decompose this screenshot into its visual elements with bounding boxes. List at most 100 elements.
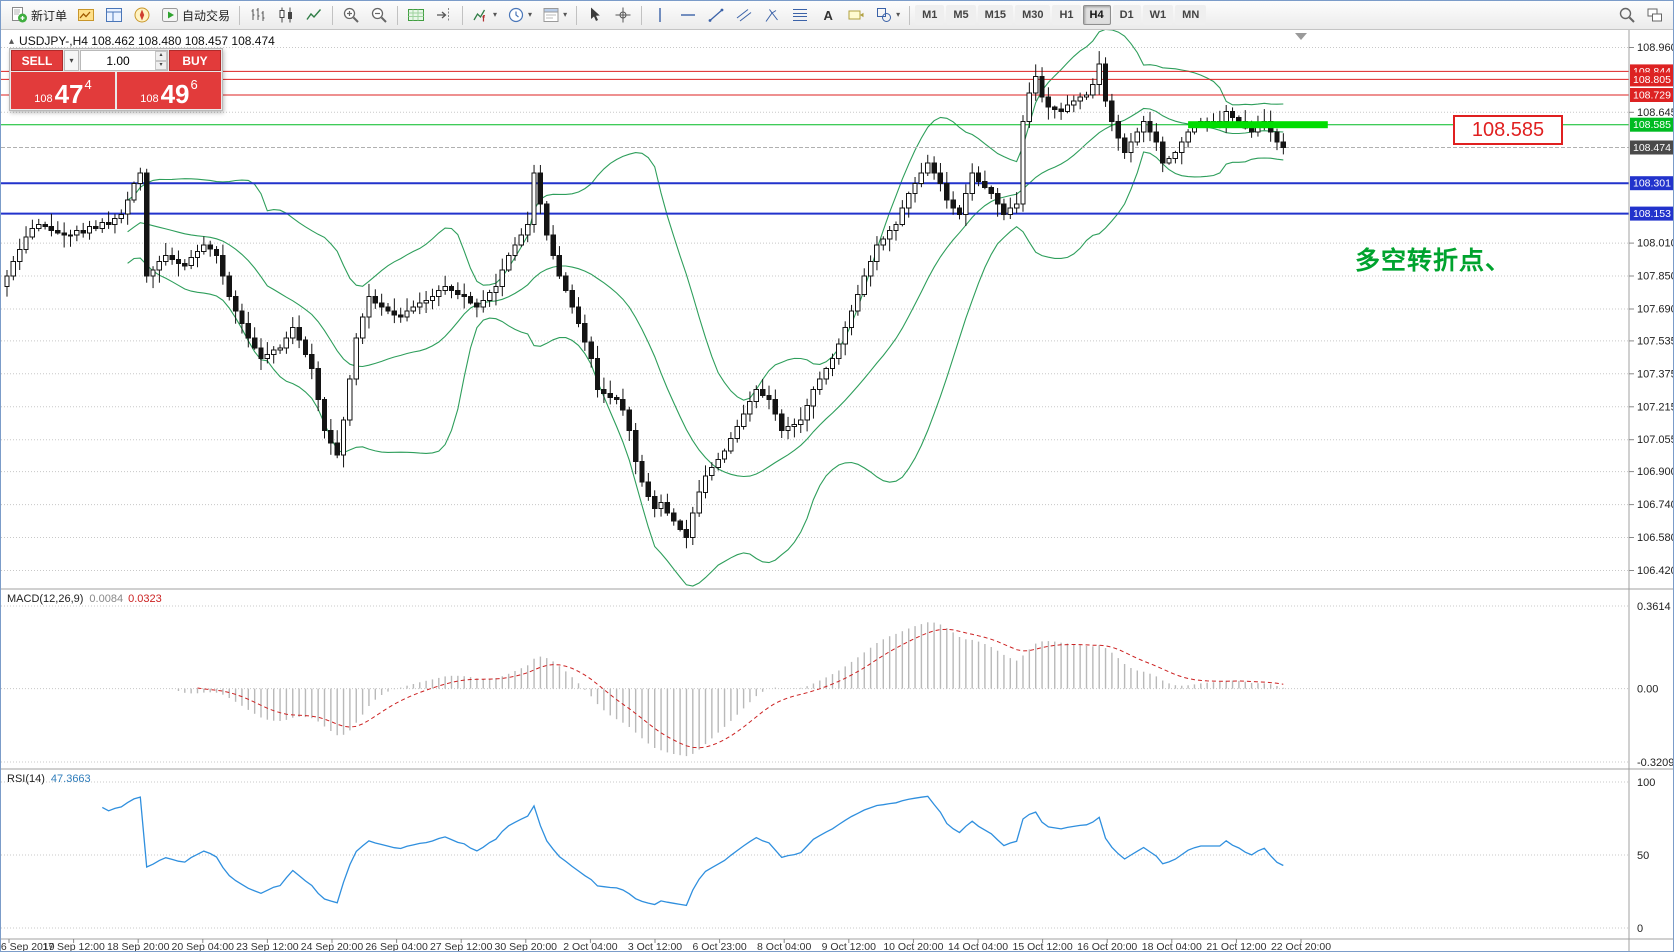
text-icon: A bbox=[824, 8, 834, 23]
timeframe-m15-button[interactable]: M15 bbox=[977, 5, 1014, 25]
new-order-icon bbox=[10, 6, 27, 23]
trendline-icon bbox=[708, 8, 724, 22]
caret-down-icon: ▾ bbox=[69, 56, 74, 65]
svg-text:108.585: 108.585 bbox=[1633, 119, 1671, 131]
buy-button[interactable]: BUY bbox=[169, 50, 221, 71]
svg-text:30 Sep 20:00: 30 Sep 20:00 bbox=[495, 941, 558, 952]
svg-text:21 Oct 12:00: 21 Oct 12:00 bbox=[1206, 941, 1266, 952]
buy-price-sup: 6 bbox=[190, 77, 198, 92]
timeframe-h1-button[interactable]: H1 bbox=[1052, 5, 1081, 25]
macd-main-value: 0.0084 bbox=[89, 593, 124, 605]
arrow-label-icon bbox=[847, 6, 864, 24]
toolbar-separator bbox=[332, 5, 334, 25]
autotrading-icon bbox=[161, 6, 179, 24]
auto-scroll-button[interactable] bbox=[403, 3, 429, 27]
zoom-out-icon bbox=[370, 6, 388, 24]
caret-down-icon: ▾ bbox=[528, 10, 533, 19]
macd-name: MACD(12,26,9) bbox=[7, 593, 84, 605]
zoom-out-button[interactable] bbox=[366, 3, 392, 27]
svg-text:0.00: 0.00 bbox=[1637, 684, 1658, 696]
volume-increase-button[interactable]: ▴ bbox=[155, 51, 167, 61]
volume-preset-dropdown[interactable]: ▾ bbox=[64, 50, 79, 71]
autotrading-button-label: 自动交易 bbox=[182, 8, 231, 23]
templates-icon bbox=[542, 6, 560, 24]
collapse-panel-icon[interactable]: ▴ bbox=[9, 35, 15, 47]
volume-field: ▴ ▾ bbox=[80, 50, 168, 71]
svg-text:20 Sep 04:00: 20 Sep 04:00 bbox=[172, 941, 235, 952]
svg-text:107.535: 107.535 bbox=[1637, 335, 1674, 347]
timeframe-d1-button[interactable]: D1 bbox=[1112, 5, 1141, 25]
horizontal-line-button[interactable] bbox=[675, 3, 701, 27]
navigator-icon bbox=[133, 6, 151, 24]
timeframe-m1-button[interactable]: M1 bbox=[915, 5, 945, 25]
svg-text:18 Sep 20:00: 18 Sep 20:00 bbox=[107, 941, 170, 952]
zoom-in-button[interactable] bbox=[338, 3, 364, 27]
svg-text:108.645: 108.645 bbox=[1637, 107, 1674, 119]
templates-button[interactable]: ▾ bbox=[538, 3, 571, 27]
periods-button[interactable]: ▾ bbox=[503, 3, 536, 27]
svg-text:108.153: 108.153 bbox=[1633, 208, 1671, 220]
andrews-pitchfork-icon bbox=[763, 6, 781, 24]
market-watch-button[interactable] bbox=[73, 3, 99, 27]
line-chart-button[interactable] bbox=[301, 3, 327, 27]
svg-text:27 Sep 12:00: 27 Sep 12:00 bbox=[430, 941, 493, 952]
price-callout-box[interactable]: 108.585 bbox=[1453, 115, 1563, 145]
chart-text-annotation[interactable]: 多空转折点、 bbox=[1355, 246, 1512, 275]
channel-button[interactable] bbox=[731, 3, 757, 27]
label-button[interactable] bbox=[843, 3, 869, 27]
svg-text:107.215: 107.215 bbox=[1637, 401, 1674, 413]
time-axis[interactable] bbox=[1, 937, 1627, 951]
svg-text:50: 50 bbox=[1637, 850, 1649, 862]
svg-text:6 Oct 23:00: 6 Oct 23:00 bbox=[692, 941, 746, 952]
window-layout-icon bbox=[1646, 6, 1664, 24]
candlestick-button[interactable] bbox=[273, 3, 299, 27]
window-layout-button[interactable] bbox=[1642, 3, 1668, 27]
shapes-button[interactable]: ▾ bbox=[871, 3, 904, 27]
bar-chart-button[interactable] bbox=[245, 3, 271, 27]
indicators-button[interactable]: f ▾ bbox=[468, 3, 501, 27]
sell-price-main: 47 bbox=[54, 79, 84, 109]
navigator-button[interactable] bbox=[129, 3, 155, 27]
caret-down-icon: ▾ bbox=[563, 10, 568, 19]
timeframe-mn-button[interactable]: MN bbox=[1175, 5, 1207, 25]
svg-text:23 Sep 12:00: 23 Sep 12:00 bbox=[236, 941, 299, 952]
toolbar-separator bbox=[641, 5, 643, 25]
svg-text:2 Oct 04:00: 2 Oct 04:00 bbox=[563, 941, 617, 952]
svg-text:18 Oct 04:00: 18 Oct 04:00 bbox=[1142, 941, 1202, 952]
new-order-button[interactable]: 新订单 bbox=[6, 3, 71, 27]
fibonacci-button[interactable] bbox=[787, 3, 813, 27]
timeframe-h4-button[interactable]: H4 bbox=[1082, 5, 1111, 25]
timeframe-w1-button[interactable]: W1 bbox=[1142, 5, 1174, 25]
sell-button[interactable]: SELL bbox=[11, 50, 63, 71]
svg-text:107.375: 107.375 bbox=[1637, 368, 1674, 380]
svg-text:108.010: 108.010 bbox=[1637, 238, 1674, 250]
volume-input[interactable] bbox=[81, 51, 155, 70]
chart-symbol-info: ▴ USDJPY-,H4 108.462 108.480 108.457 108… bbox=[9, 34, 275, 48]
data-window-button[interactable] bbox=[101, 3, 127, 27]
volume-decrease-button[interactable]: ▾ bbox=[155, 60, 167, 70]
periods-icon bbox=[507, 6, 525, 24]
pitchfork-button[interactable] bbox=[759, 3, 785, 27]
timeframe-m30-button[interactable]: M30 bbox=[1015, 5, 1051, 25]
toolbar-separator bbox=[576, 5, 578, 25]
trendline-button[interactable] bbox=[703, 3, 729, 27]
buy-price-main: 49 bbox=[160, 79, 190, 109]
caret-down-icon: ▾ bbox=[896, 10, 901, 19]
svg-text:106.420: 106.420 bbox=[1637, 565, 1674, 577]
svg-text:f: f bbox=[482, 14, 486, 24]
svg-text:16 Oct 20:00: 16 Oct 20:00 bbox=[1077, 941, 1137, 952]
crosshair-button[interactable] bbox=[610, 3, 636, 27]
sell-price-display[interactable]: 108 47 4 bbox=[11, 72, 115, 109]
price-axis[interactable] bbox=[1627, 31, 1673, 937]
autotrading-button[interactable]: 自动交易 bbox=[157, 3, 234, 27]
svg-text:108.805: 108.805 bbox=[1633, 74, 1671, 86]
candlestick-icon bbox=[277, 6, 293, 24]
cursor-button[interactable] bbox=[582, 3, 608, 27]
search-button[interactable] bbox=[1614, 3, 1640, 27]
timeframe-m5-button[interactable]: M5 bbox=[946, 5, 976, 25]
vertical-line-button[interactable] bbox=[647, 3, 673, 27]
text-button[interactable]: A bbox=[815, 3, 841, 27]
chart-shift-button[interactable] bbox=[431, 3, 457, 27]
buy-price-display[interactable]: 108 49 6 bbox=[117, 72, 221, 109]
